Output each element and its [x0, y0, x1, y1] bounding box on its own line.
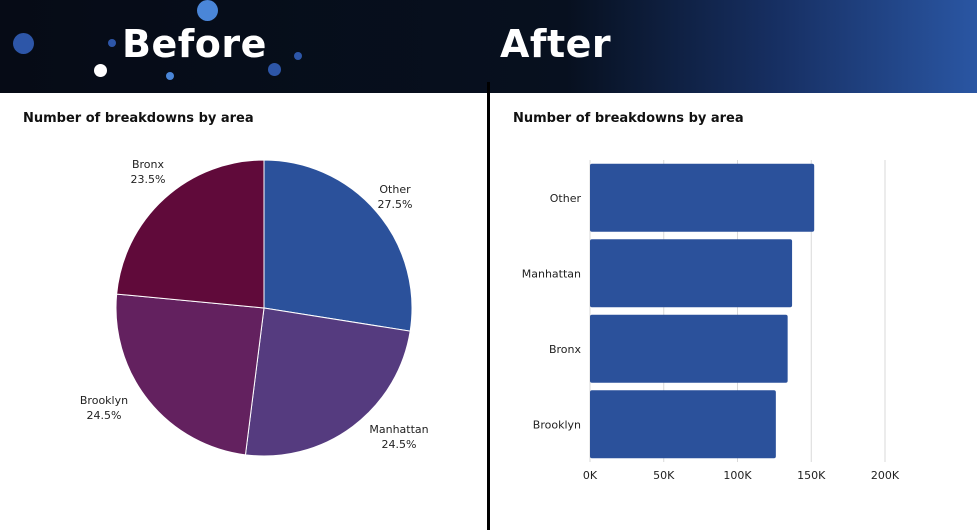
bar-brooklyn [590, 390, 776, 459]
panel-divider [487, 82, 490, 530]
pie-label-bronx: Bronx [132, 158, 165, 171]
decorative-dot [166, 72, 174, 80]
pie-slice-bronx [116, 159, 265, 309]
x-tick-label: 0K [583, 469, 598, 482]
before-heading: Before [122, 22, 267, 66]
after-heading: After [500, 22, 612, 66]
pie-percent-manhattan: 24.5% [382, 438, 417, 451]
pie-chart-title: Number of breakdowns by area [23, 111, 254, 126]
decorative-dot [197, 0, 218, 21]
decorative-dot [94, 64, 107, 77]
y-tick-label-bronx: Bronx [549, 343, 582, 356]
x-tick-label: 100K [723, 469, 752, 482]
bar-chart-title: Number of breakdowns by area [513, 111, 744, 126]
pie-slice-other [263, 159, 413, 332]
decorative-dot [108, 39, 116, 47]
decorative-dot [294, 52, 302, 60]
bar-bronx [590, 314, 788, 383]
x-tick-label: 200K [871, 469, 900, 482]
y-tick-label-brooklyn: Brooklyn [533, 418, 581, 431]
bar-manhattan [590, 239, 793, 308]
pie-slice-brooklyn [115, 293, 265, 456]
bar-other [590, 163, 815, 232]
pie-label-manhattan: Manhattan [369, 423, 428, 436]
y-tick-label-manhattan: Manhattan [522, 267, 581, 280]
pie-label-brooklyn: Brooklyn [80, 394, 128, 407]
bar-chart: 0K 50K 100K 150K 200K Other Manhattan Bronx Broo… [522, 160, 900, 482]
decorative-dot [13, 33, 34, 54]
y-tick-label-other: Other [550, 192, 582, 205]
pie-label-other: Other [379, 183, 411, 196]
x-tick-label: 50K [653, 469, 675, 482]
pie-percent-brooklyn: 24.5% [87, 409, 122, 422]
pie-percent-other: 27.5% [378, 198, 413, 211]
pie-percent-bronx: 23.5% [131, 173, 166, 186]
header-banner: Before After [0, 0, 977, 93]
pie-slice-manhattan [244, 307, 411, 457]
decorative-dot [268, 63, 281, 76]
x-tick-label: 150K [797, 469, 826, 482]
pie-chart: Other 27.5% Manhattan 24.5% Brooklyn 24.5% Bro… [80, 158, 429, 457]
